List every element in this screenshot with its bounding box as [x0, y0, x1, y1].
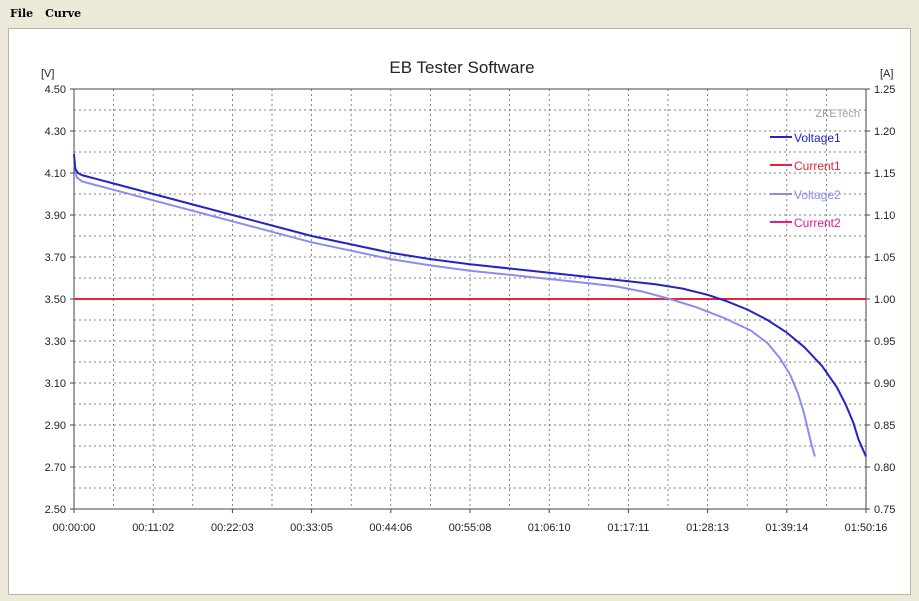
- legend-label-current1: Current1: [794, 159, 841, 173]
- x-tick-label: 01:39:14: [765, 522, 808, 534]
- x-tick-label: 00:33:05: [290, 522, 333, 534]
- menu-curve[interactable]: Curve: [45, 6, 82, 20]
- y-tick-label-right: 0.75: [874, 504, 895, 516]
- y-tick-label-right: 1.05: [874, 252, 895, 264]
- y-tick-label-left: 3.90: [45, 210, 66, 222]
- series-lines: [73, 154, 867, 457]
- y-tick-label-left: 3.30: [45, 336, 66, 348]
- y-tick-label-right: 1.25: [874, 84, 895, 96]
- x-tick-label: 00:22:03: [211, 522, 254, 534]
- y-tick-label-right: 0.85: [874, 420, 895, 432]
- chart-title: EB Tester Software: [389, 58, 534, 77]
- x-axis: 00:00:00 00:11:02 00:22:03 00:33:05 00:44:06…: [53, 509, 888, 534]
- y-tick-label-left: 2.70: [45, 462, 66, 474]
- series-line-voltage2: [73, 162, 816, 457]
- left-y-axis: 4.50 4.30 4.10 3.90 3.70 3.50 3.30 3.10 2.90 2.70…: [45, 84, 74, 516]
- y-tick-label-right: 0.80: [874, 462, 895, 474]
- menu-file[interactable]: File: [10, 6, 34, 20]
- left-axis-unit: [V]: [41, 68, 54, 80]
- y-tick-label-left: 2.50: [45, 504, 66, 516]
- y-tick-label-right: 1.20: [874, 126, 895, 138]
- x-tick-label: 01:17:11: [607, 522, 649, 534]
- right-axis-unit: [A]: [880, 68, 893, 80]
- y-tick-label-left: 4.30: [45, 126, 66, 138]
- x-tick-label: 01:50:16: [845, 522, 888, 534]
- x-tick-label: 01:28:13: [686, 522, 729, 534]
- legend: Voltage1 Current1 Voltage2 Current2: [770, 131, 841, 230]
- y-tick-label-right: 1.10: [874, 210, 895, 222]
- x-tick-label: 00:44:06: [369, 522, 412, 534]
- legend-label-voltage1: Voltage1: [794, 131, 841, 145]
- legend-label-current2: Current2: [794, 216, 841, 230]
- legend-label-voltage2: Voltage2: [794, 188, 841, 202]
- watermark: ZKETech: [815, 108, 860, 120]
- y-tick-label-left: 3.10: [45, 378, 66, 390]
- x-tick-label: 00:11:02: [132, 522, 174, 534]
- right-y-axis: 1.25 1.20 1.15 1.10 1.05 1.00 0.95 0.90 0.85 0.80…: [866, 84, 895, 516]
- menu-bar: File Curve: [0, 0, 919, 26]
- y-tick-label-right: 1.00: [874, 294, 895, 306]
- y-tick-label-left: 3.70: [45, 252, 66, 264]
- y-tick-label-left: 2.90: [45, 420, 66, 432]
- chart-svg: EB Tester Software [V] [A] 00:00:00 00:11…: [41, 58, 895, 534]
- x-tick-label: 00:00:00: [53, 522, 96, 534]
- y-tick-label-left: 4.10: [45, 168, 66, 180]
- y-tick-label-right: 0.95: [874, 336, 895, 348]
- x-tick-label: 01:06:10: [528, 522, 571, 534]
- y-tick-label-left: 3.50: [45, 294, 66, 306]
- y-tick-label-left: 4.50: [45, 84, 66, 96]
- y-tick-label-right: 1.15: [874, 168, 895, 180]
- y-tick-label-right: 0.90: [874, 378, 895, 390]
- chart-panel: EB Tester Software [V] [A] 00:00:00 00:11…: [8, 28, 911, 595]
- series-line-voltage1: [73, 154, 867, 457]
- x-tick-label: 00:55:08: [449, 522, 492, 534]
